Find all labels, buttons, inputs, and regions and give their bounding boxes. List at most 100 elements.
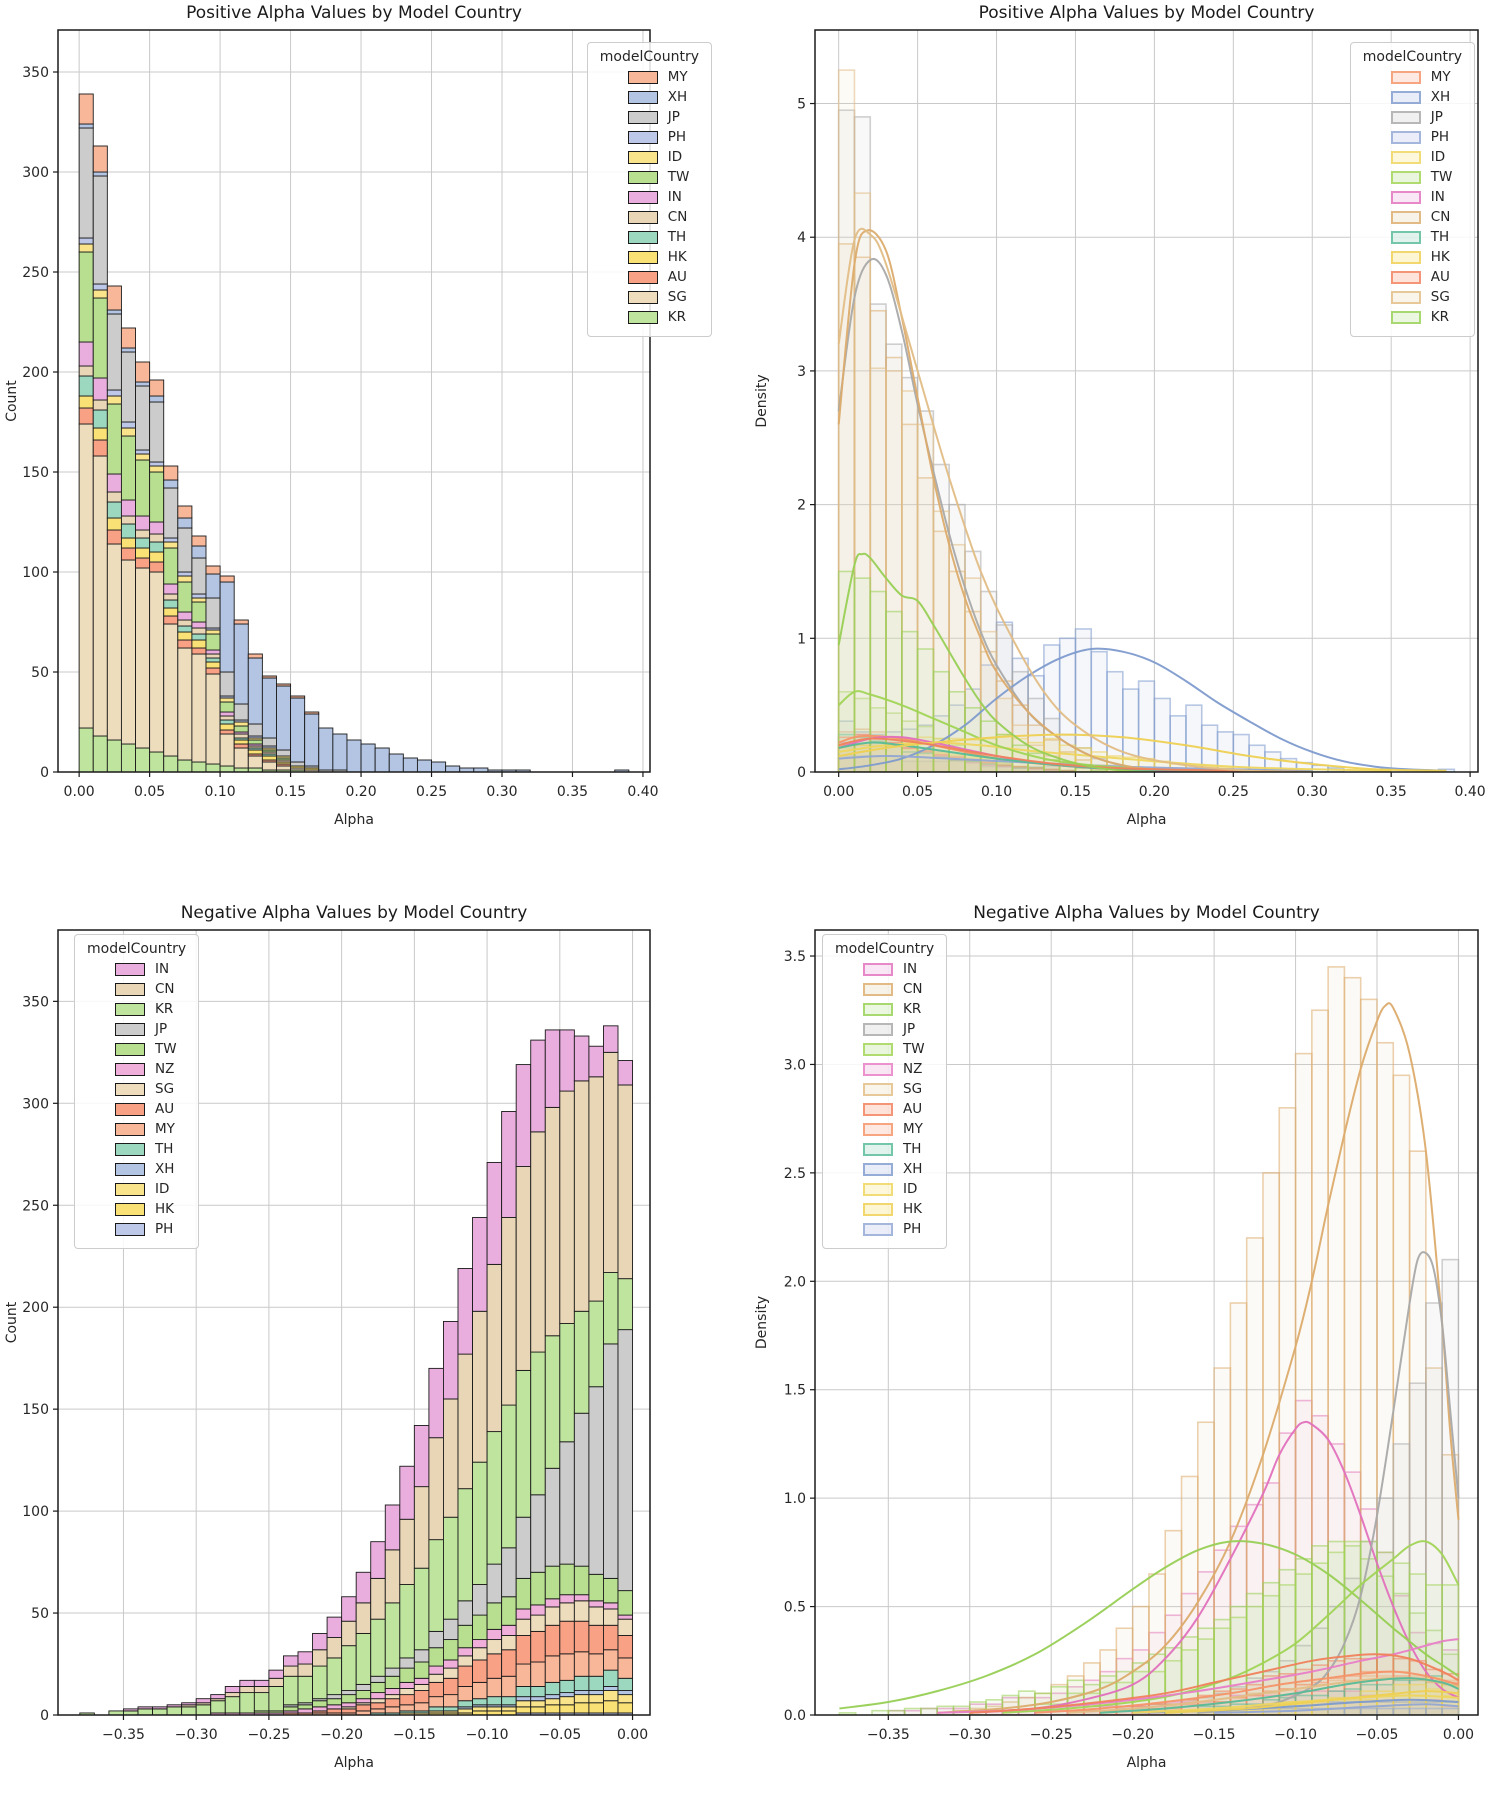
legend-label: TH	[667, 229, 687, 245]
svg-text:−0.20: −0.20	[320, 1727, 363, 1743]
svg-text:250: 250	[22, 1198, 49, 1214]
legend-title: modelCountry	[599, 49, 699, 65]
legend-entry-sg: SG	[1390, 289, 1462, 305]
legend-swatch-icon	[115, 1222, 145, 1236]
svg-text:0.00: 0.00	[64, 784, 95, 800]
svg-text:Density: Density	[754, 374, 770, 427]
svg-text:350: 350	[22, 994, 49, 1010]
svg-text:0.20: 0.20	[1139, 784, 1170, 800]
legend-entry-in: IN	[627, 189, 699, 205]
svg-text:−0.25: −0.25	[247, 1727, 290, 1743]
svg-text:0.40: 0.40	[627, 784, 658, 800]
plot-border	[814, 29, 1479, 773]
legend-swatch-icon	[627, 310, 658, 324]
legend-label: MY	[667, 69, 688, 85]
legend-label: IN	[1430, 189, 1445, 205]
svg-text:Count: Count	[4, 1301, 20, 1343]
panel-negative-density: Negative Alpha Values by Model Country −…	[750, 860, 1500, 1800]
legend-swatch-icon	[115, 1182, 145, 1196]
legend-label: SG	[1430, 289, 1450, 305]
svg-text:150: 150	[22, 465, 49, 481]
legend-label: JP	[1430, 109, 1443, 125]
page-title: Negative Alpha Values by Model Country	[180, 903, 528, 923]
legend-label: KR	[155, 1001, 174, 1017]
svg-text:Alpha: Alpha	[1127, 1755, 1167, 1771]
legend-label: JP	[667, 109, 680, 125]
svg-text:0.00: 0.00	[1443, 1727, 1474, 1743]
legend-entry-au: AU	[863, 1101, 934, 1117]
svg-text:0.00: 0.00	[823, 784, 854, 800]
legend-swatch-icon	[863, 962, 893, 976]
svg-text:250: 250	[22, 265, 49, 281]
legend-label: KR	[1430, 309, 1450, 325]
svg-text:2.5: 2.5	[784, 1166, 806, 1182]
svg-text:−0.30: −0.30	[948, 1727, 991, 1743]
legend-entry-cn: CN	[627, 209, 699, 225]
legend-label: SG	[903, 1081, 923, 1097]
legend-swatch-icon	[115, 1162, 145, 1176]
legend-entry-jp: JP	[1390, 109, 1462, 125]
legend-label: HK	[155, 1201, 175, 1217]
legend-label: KR	[903, 1001, 922, 1017]
legend-label: MY	[903, 1121, 923, 1137]
legend-label: MY	[155, 1121, 175, 1137]
svg-text:0.10: 0.10	[205, 784, 236, 800]
legend-swatch-icon	[115, 1202, 145, 1216]
legend-entry-nz: NZ	[115, 1061, 186, 1077]
svg-text:0.20: 0.20	[345, 784, 376, 800]
negative-density-plot: −0.35 −0.30 −0.25 −0.20 −0.15 −0.10 −0.05 0.00 0…	[754, 929, 1479, 1771]
legend-swatch-icon	[1390, 90, 1421, 104]
legend-label: PH	[667, 129, 687, 145]
svg-text:5: 5	[797, 97, 806, 113]
legend-entry-th: TH	[627, 229, 699, 245]
legend-swatch-icon	[115, 1142, 145, 1156]
svg-text:0.35: 0.35	[557, 784, 588, 800]
legend-entry-my: MY	[863, 1121, 934, 1137]
legend-label: PH	[155, 1221, 174, 1237]
legend-label: XH	[903, 1161, 923, 1177]
legend-entry-ph: PH	[1390, 129, 1462, 145]
legend-swatch-icon	[863, 1182, 893, 1196]
svg-text:−0.15: −0.15	[1193, 1727, 1236, 1743]
legend-label: NZ	[903, 1061, 923, 1077]
legend-swatch-icon	[1390, 190, 1421, 204]
svg-text:Alpha: Alpha	[1127, 812, 1167, 828]
panel-negative-histogram: Negative Alpha Values by Model Country −…	[0, 860, 750, 1800]
legend-swatch-icon	[1390, 110, 1421, 124]
legend-entry-in: IN	[1390, 189, 1462, 205]
svg-text:3.0: 3.0	[784, 1057, 806, 1073]
legend-swatch-icon	[115, 1122, 145, 1136]
legend-label: XH	[667, 89, 688, 105]
legend-label: HK	[903, 1201, 923, 1217]
svg-text:0: 0	[40, 1708, 49, 1724]
svg-text:−0.10: −0.10	[1274, 1727, 1317, 1743]
legend-title: modelCountry	[87, 941, 187, 957]
legend-label: AU	[155, 1101, 175, 1117]
legend-entry-id: ID	[863, 1181, 934, 1197]
svg-text:350: 350	[22, 65, 49, 81]
legend-swatch-icon	[1390, 130, 1421, 144]
legend-swatch-icon	[863, 1002, 893, 1016]
legend-label: IN	[903, 961, 918, 977]
panel-positive-density: Positive Alpha Values by Model Country 0…	[750, 0, 1500, 860]
legend-label: IN	[155, 961, 170, 977]
svg-text:0.30: 0.30	[1297, 784, 1328, 800]
negative-histogram-plot: −0.35 −0.30 −0.25 −0.20 −0.15 −0.10 −0.05 0.00 0…	[4, 929, 651, 1771]
page-title: Positive Alpha Values by Model Country	[186, 3, 522, 23]
legend-label: KR	[667, 309, 687, 325]
legend-entry-kr: KR	[627, 309, 699, 325]
legend-swatch-icon	[115, 1022, 145, 1036]
svg-text:50: 50	[31, 1606, 49, 1622]
legend-entry-jp: JP	[627, 109, 699, 125]
legend-swatch-icon	[115, 1102, 145, 1116]
legend-entry-xh: XH	[1390, 89, 1462, 105]
legend-title: modelCountry	[1362, 49, 1462, 65]
legend-entry-sg: SG	[863, 1081, 934, 1097]
legend-label: JP	[155, 1021, 168, 1037]
legend-swatch-icon	[1390, 70, 1421, 84]
panel-positive-histogram: Positive Alpha Values by Model Country 0…	[0, 0, 750, 860]
svg-text:3: 3	[797, 364, 806, 380]
legend-title: modelCountry	[835, 941, 935, 957]
legend-entry-cn: CN	[1390, 209, 1462, 225]
legend-swatch-icon	[863, 1162, 893, 1176]
